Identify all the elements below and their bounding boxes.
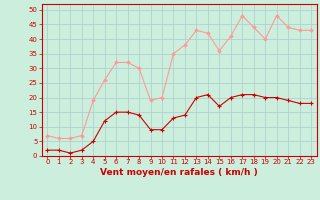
X-axis label: Vent moyen/en rafales ( km/h ): Vent moyen/en rafales ( km/h ) [100,168,258,177]
